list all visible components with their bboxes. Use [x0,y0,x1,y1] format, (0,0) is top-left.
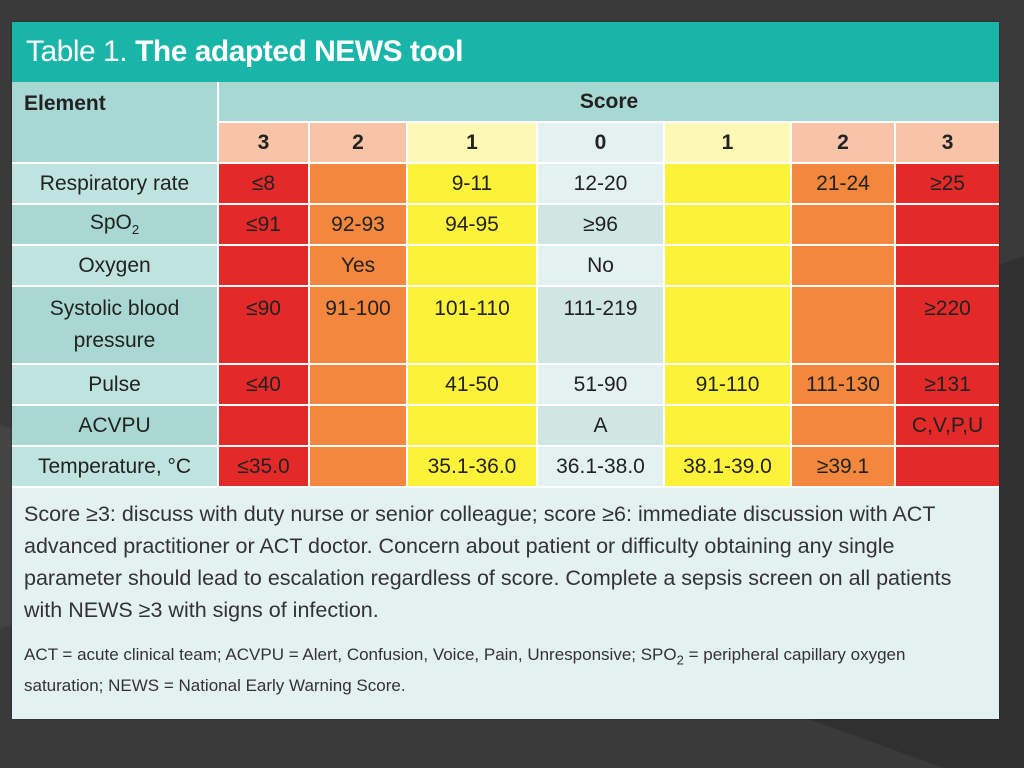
cell: Yes [310,246,408,287]
cell [408,406,538,447]
column-header-score: Score [219,82,1000,123]
row-label: ACVPU [12,406,219,447]
cell [665,406,792,447]
cell: 9-11 [408,164,538,205]
cell: ≤40 [219,365,310,406]
footnote-part2: = peripheral capillary oxygen saturation… [24,645,906,696]
cell: C,V,P,U [896,406,1000,447]
cell: 91-100 [310,287,408,365]
cell [665,205,792,246]
cell: ≤35.0 [219,447,310,488]
cell: No [538,246,665,287]
cell: ≤8 [219,164,310,205]
table-title: Table 1. The adapted NEWS tool [12,22,999,82]
cell: ≥25 [896,164,1000,205]
row-label-line1: Systolic blood [49,297,180,320]
cell [896,447,1000,488]
news-table: Element Score 3 2 1 0 1 2 3 Respiratory … [12,82,1000,488]
cell: ≤91 [219,205,310,246]
cell [665,164,792,205]
cell [792,406,896,447]
row-label: Oxygen [12,246,219,287]
cell: 111-219 [538,287,665,365]
cell: 51-90 [538,365,665,406]
escalation-note: Score ≥3: discuss with duty nurse or sen… [24,502,952,622]
row-label: Temperature, °C [12,447,219,488]
row-label-main: SpO [89,211,132,235]
cell: A [538,406,665,447]
table-notes: Score ≥3: discuss with duty nurse or sen… [12,488,999,699]
table-row-temperature: Temperature, °C ≤35.0 35.1-36.0 36.1-38.… [12,447,1000,488]
table-row-systolic-bp: Systolic blood pressure ≤90 91-100 101-1… [12,287,1000,365]
abbreviations-footnote: ACT = acute clinical team; ACVPU = Alert… [24,642,987,699]
cell [792,205,896,246]
table-title-main: The adapted NEWS tool [135,35,463,68]
table-row-spo2: SpO2 ≤91 92-93 94-95 ≥96 [12,205,1000,246]
cell: ≤90 [219,287,310,365]
cell: 92-93 [310,205,408,246]
score-header-2-high: 2 [792,123,896,164]
score-header-1-high: 1 [665,123,792,164]
cell: 38.1-39.0 [665,447,792,488]
score-header-0: 0 [538,123,665,164]
cell: ≥39.1 [792,447,896,488]
cell: 35.1-36.0 [408,447,538,488]
row-label: SpO2 [12,205,219,246]
cell [219,246,310,287]
cell: ≥131 [896,365,1000,406]
cell: 111-130 [792,365,896,406]
cell [792,246,896,287]
cell [792,287,896,365]
cell [219,406,310,447]
score-header-3-low: 3 [219,123,310,164]
cell [310,164,408,205]
table-row-oxygen: Oxygen Yes No [12,246,1000,287]
cell [310,365,408,406]
row-label-sub: 2 [131,222,140,238]
cell [665,246,792,287]
row-label: Systolic blood pressure [12,287,219,365]
cell: 41-50 [408,365,538,406]
row-label-line2: pressure [73,329,156,352]
footnote-part1: ACT = acute clinical team; ACVPU = Alert… [24,645,677,664]
footnote-sub: 2 [676,652,684,668]
cell [408,246,538,287]
table-row-respiratory-rate: Respiratory rate ≤8 9-11 12-20 21-24 ≥25 [12,164,1000,205]
column-header-element: Element [12,82,219,164]
cell: 21-24 [792,164,896,205]
table-row-pulse: Pulse ≤40 41-50 51-90 91-110 111-130 ≥13… [12,365,1000,406]
cell: 36.1-38.0 [538,447,665,488]
cell: 12-20 [538,164,665,205]
cell [896,205,1000,246]
score-header-1-low: 1 [408,123,538,164]
score-header-2-low: 2 [310,123,408,164]
cell [310,447,408,488]
table-title-prefix: Table 1. [26,35,128,68]
cell: ≥96 [538,205,665,246]
news-table-card: Table 1. The adapted NEWS tool Element S… [12,22,1000,719]
score-header-3-high: 3 [896,123,1000,164]
cell: 94-95 [408,205,538,246]
row-label: Respiratory rate [12,164,219,205]
table-row-acvpu: ACVPU A C,V,P,U [12,406,1000,447]
row-label: Pulse [12,365,219,406]
cell: 101-110 [408,287,538,365]
cell [896,246,1000,287]
cell [665,287,792,365]
cell [310,406,408,447]
cell: 91-110 [665,365,792,406]
cell: ≥220 [896,287,1000,365]
